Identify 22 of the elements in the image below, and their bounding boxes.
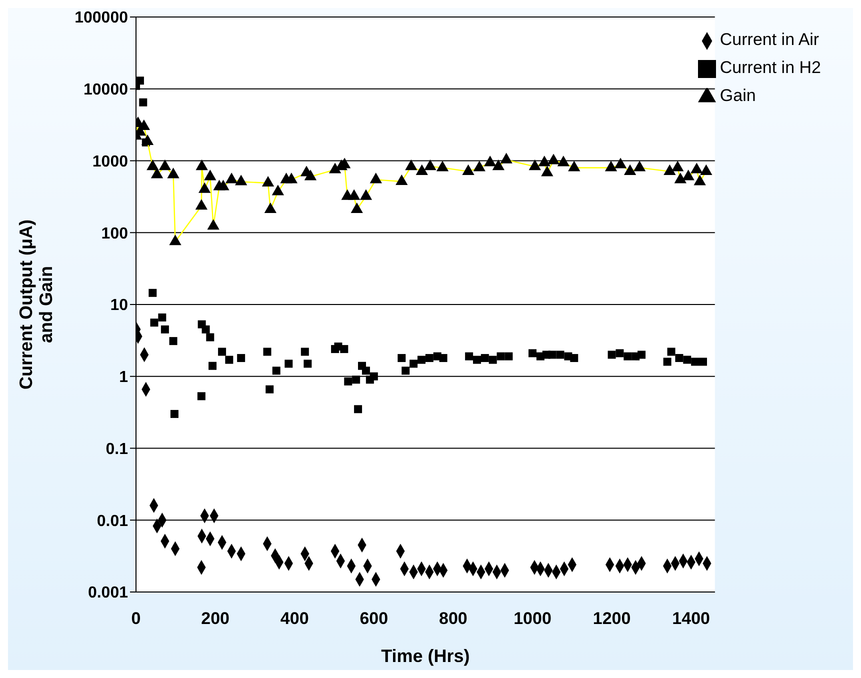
- y-tick-label: 1000: [92, 153, 128, 170]
- x-tick-label: 400: [280, 609, 309, 628]
- x-axis-title: Time (Hrs): [381, 646, 470, 666]
- y-tick-label: 100: [101, 225, 128, 242]
- y-tick-label: 1: [119, 369, 128, 386]
- y-tick-label: 10000: [84, 82, 128, 99]
- x-tick-label: 600: [360, 609, 388, 628]
- x-tick-label: 800: [439, 609, 468, 628]
- y-tick-label: 0.1: [106, 440, 128, 458]
- x-tick-label: 0: [131, 609, 141, 628]
- y-tick-label: 100000: [74, 10, 128, 27]
- x-tick-label: 1400: [672, 609, 710, 628]
- y-tick-label: 10: [110, 297, 128, 314]
- y-tick-label: 0.001: [88, 584, 128, 602]
- x-tick-label: 200: [201, 609, 230, 628]
- legend-label: Current in Air: [720, 30, 820, 49]
- x-tick-label: 1000: [514, 609, 552, 628]
- legend-label: Current in H2: [720, 58, 821, 77]
- x-tick-label: 1200: [592, 609, 631, 628]
- legend-label: Gain: [720, 86, 756, 105]
- y-axis-title: Current Output (μA) and Gain: [16, 220, 56, 390]
- y-tick-label: 0.01: [96, 512, 128, 530]
